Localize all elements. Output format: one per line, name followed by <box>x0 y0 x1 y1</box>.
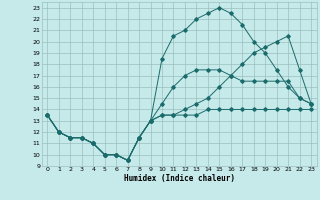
X-axis label: Humidex (Indice chaleur): Humidex (Indice chaleur) <box>124 174 235 183</box>
